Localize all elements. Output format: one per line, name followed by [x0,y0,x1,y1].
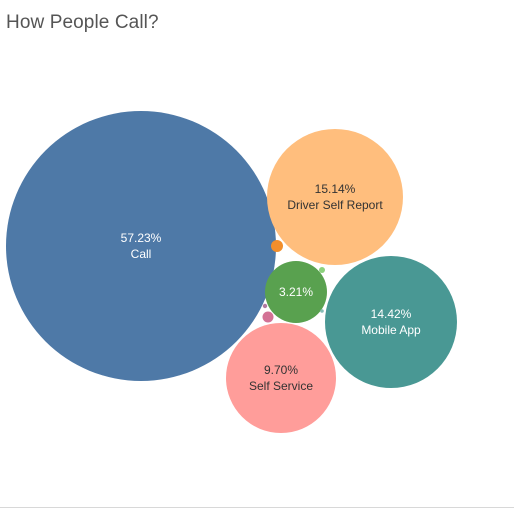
bubble-call-label: Call [131,247,152,261]
bubble-teal-tiny[interactable] [320,309,324,313]
bubble-mobile-app[interactable] [325,256,457,388]
bubble-mobile-app-label: Mobile App [361,323,421,337]
bubble-call-percent: 57.23% [121,231,162,245]
chart-title: How People Call? [6,12,159,33]
bubble-self-service-label: Self Service [249,379,313,393]
bubble-mobile-app-percent: 14.42% [371,307,412,321]
bubble-driver-self-report[interactable] [267,129,403,265]
bubble-rose-tiny[interactable] [262,303,268,309]
bubble-orange-small[interactable] [271,240,283,252]
bubble-self-service[interactable] [226,323,336,433]
bubble-self-service-percent: 9.70% [264,363,298,377]
divider [0,507,514,508]
bubble-driver-self-report-percent: 15.14% [315,182,356,196]
bubble-driver-self-report-label: Driver Self Report [287,198,383,212]
bubble-green[interactable] [265,261,327,323]
bubble-green-percent: 3.21% [279,285,313,299]
bubble-call[interactable] [6,111,276,381]
bubble-green-tiny[interactable] [319,267,325,273]
bubble-pink-small[interactable] [262,311,274,323]
